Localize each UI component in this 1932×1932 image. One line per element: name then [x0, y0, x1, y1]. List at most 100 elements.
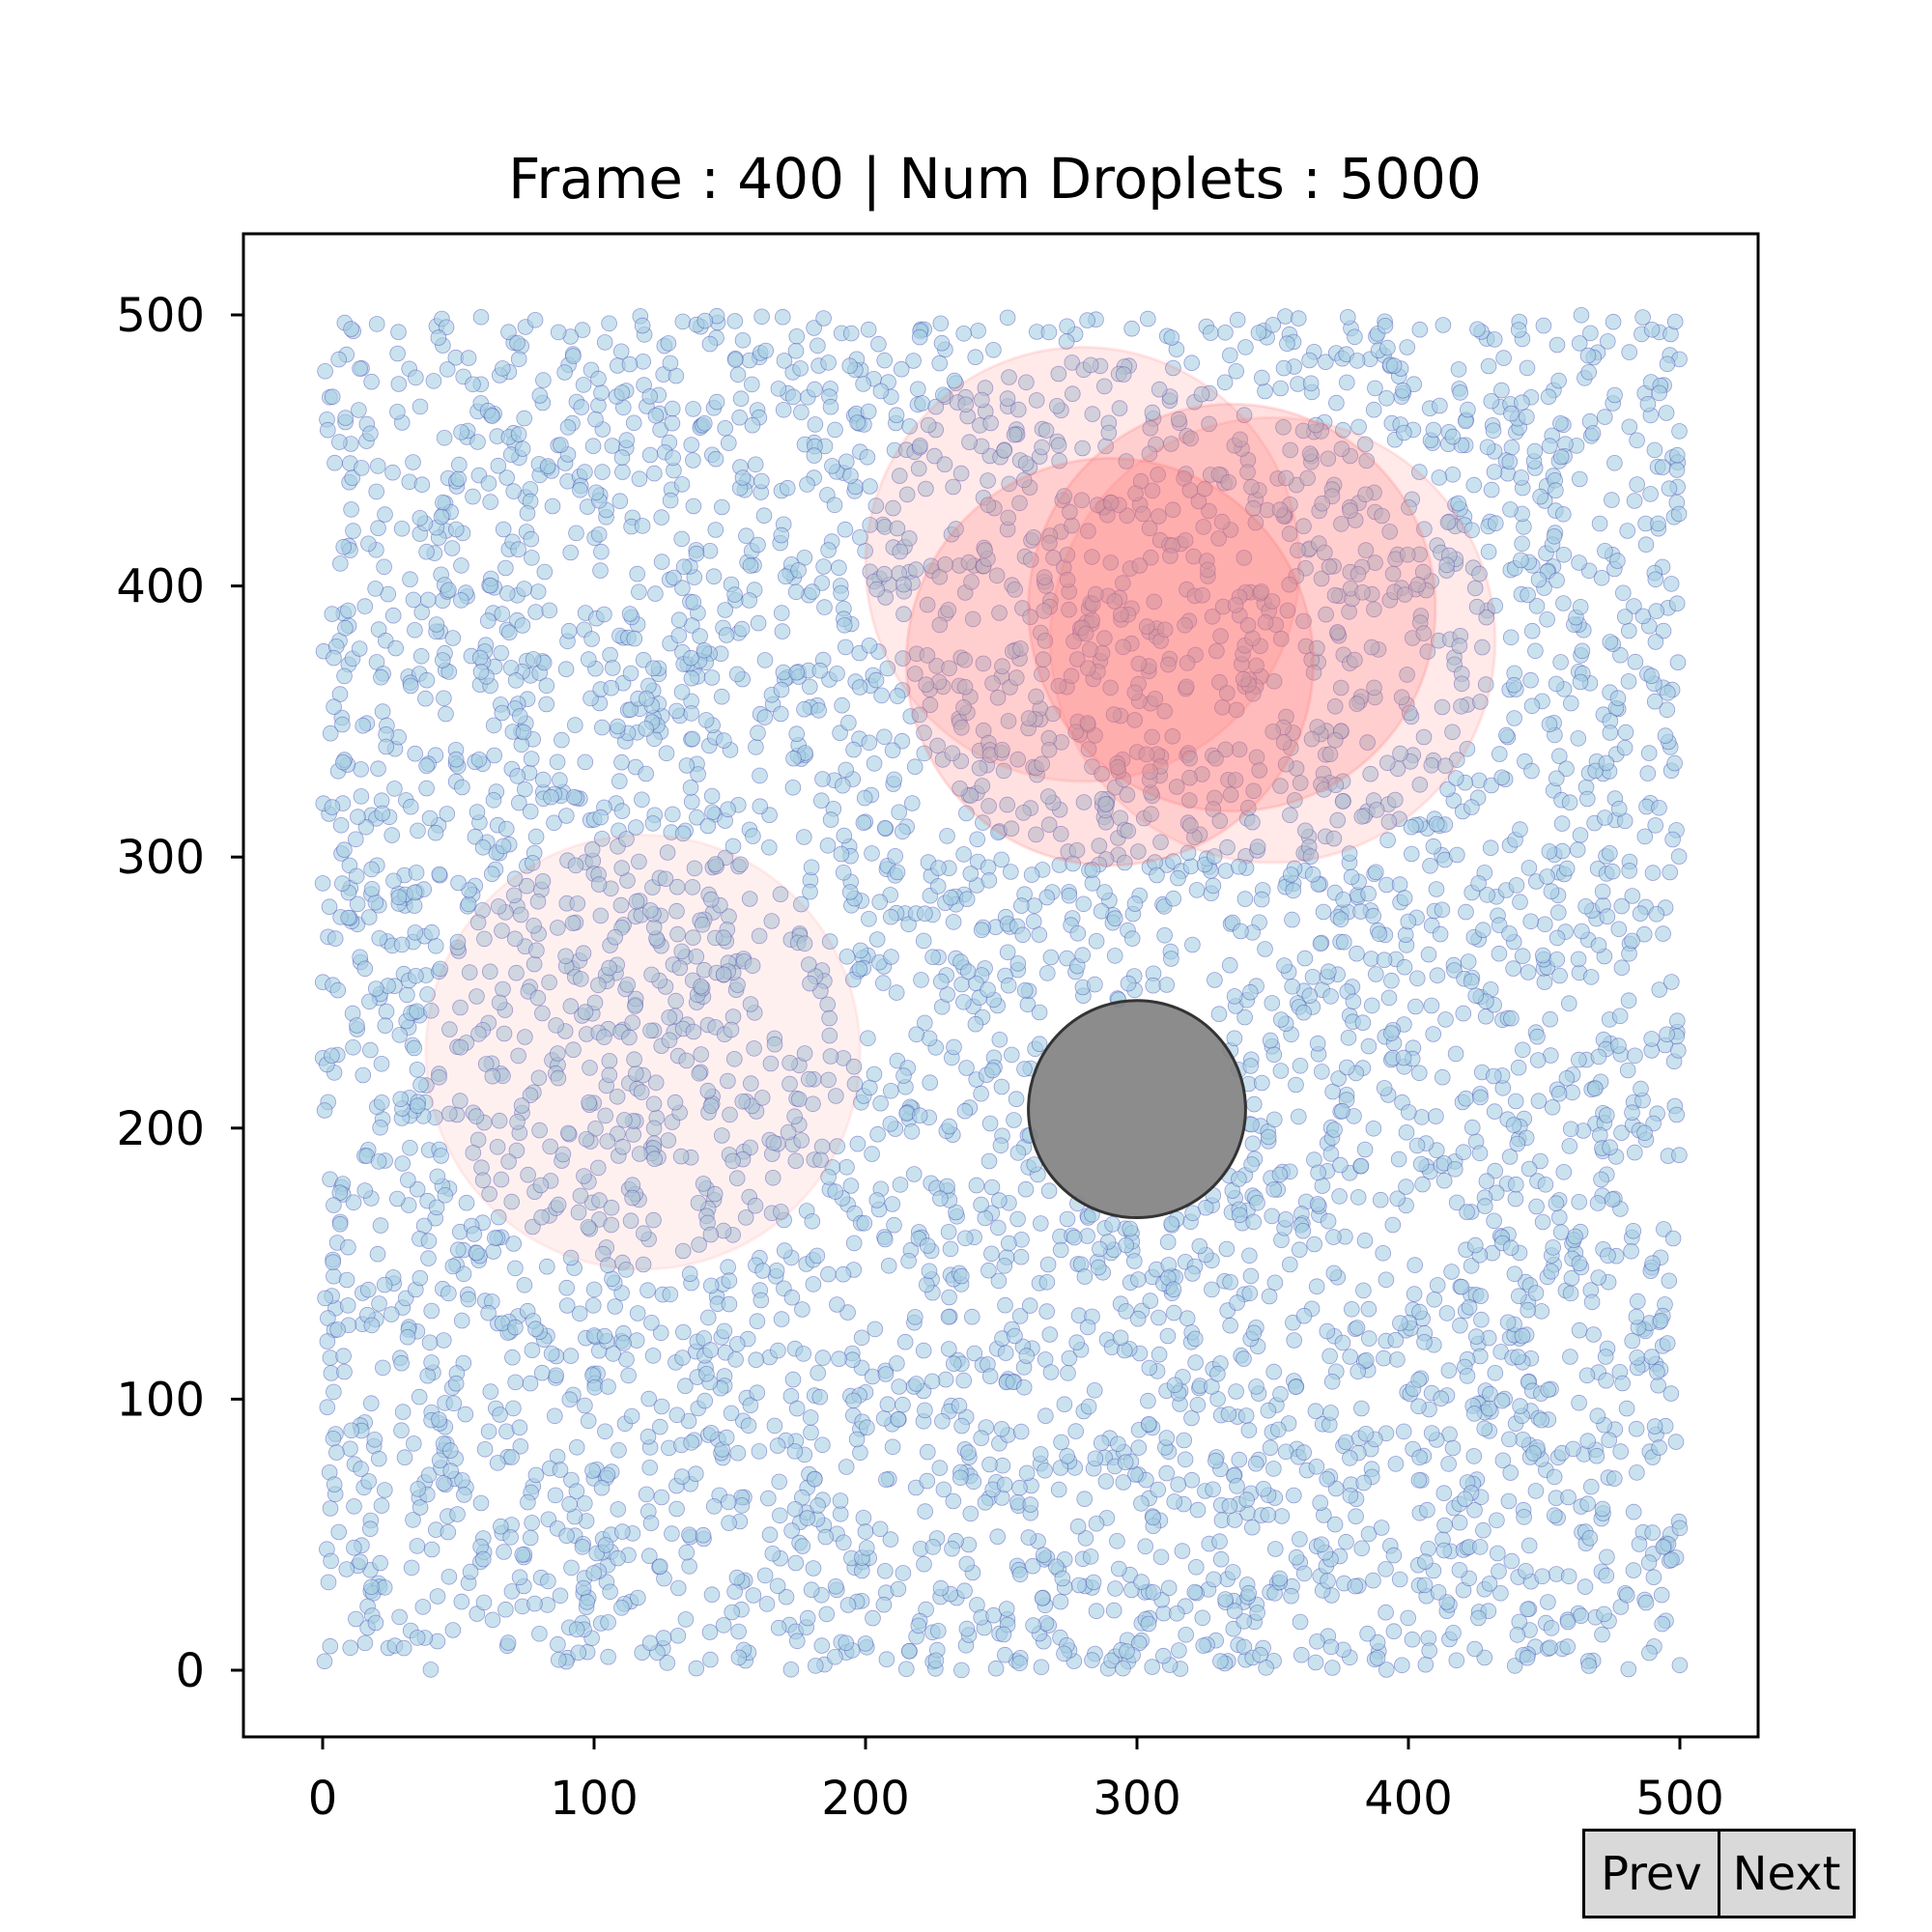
- droplet: [408, 369, 424, 386]
- droplet: [1529, 1028, 1546, 1045]
- droplet: [888, 407, 905, 424]
- droplet: [851, 679, 868, 696]
- droplet: [835, 1265, 852, 1283]
- droplet: [1591, 515, 1608, 532]
- droplet: [1583, 1293, 1601, 1311]
- droplet: [1593, 569, 1610, 586]
- droplet: [1459, 1368, 1476, 1384]
- droplet: [876, 352, 893, 369]
- droplet: [919, 1472, 936, 1490]
- droplet: [783, 1289, 801, 1306]
- droplet: [1661, 1272, 1678, 1290]
- droplet: [471, 649, 489, 667]
- droplet: [858, 1540, 875, 1556]
- droplet: [1383, 1025, 1400, 1041]
- droplet: [1188, 882, 1206, 898]
- droplet: [1668, 595, 1686, 611]
- droplet: [1158, 1464, 1175, 1482]
- droplet: [1042, 1364, 1060, 1380]
- droplet: [1610, 921, 1628, 938]
- droplet: [493, 644, 510, 662]
- droplet: [604, 1270, 620, 1288]
- droplet: [851, 960, 868, 978]
- droplet: [1391, 1571, 1408, 1588]
- next-button[interactable]: Next: [1718, 1829, 1856, 1918]
- droplet: [1621, 418, 1638, 436]
- droplet: [1301, 987, 1319, 1005]
- droplet: [876, 819, 894, 837]
- droplet: [547, 1487, 564, 1504]
- droplet: [1097, 1473, 1115, 1490]
- droplet: [1419, 1501, 1435, 1519]
- droplet: [1249, 1605, 1265, 1621]
- droplet: [500, 624, 518, 640]
- droplet: [1627, 1047, 1643, 1065]
- droplet: [682, 649, 699, 667]
- droplet: [662, 492, 679, 509]
- droplet: [1620, 673, 1637, 690]
- droplet: [1365, 401, 1382, 418]
- droplet: [494, 360, 511, 377]
- droplet: [505, 483, 522, 499]
- droplet: [1368, 864, 1384, 881]
- droplet: [1084, 875, 1101, 892]
- droplet: [444, 1258, 462, 1275]
- droplet: [1455, 1144, 1472, 1160]
- droplet: [810, 337, 826, 355]
- droplet: [1578, 1367, 1596, 1384]
- droplet: [1359, 1625, 1376, 1642]
- droplet: [908, 1376, 924, 1392]
- droplet: [480, 1304, 497, 1321]
- droplet: [1156, 926, 1173, 944]
- droplet: [1141, 1359, 1158, 1377]
- droplet: [376, 1276, 393, 1293]
- droplet: [1458, 1090, 1474, 1107]
- droplet: [1103, 1652, 1120, 1669]
- droplet: [327, 454, 343, 471]
- droplet: [1163, 436, 1179, 452]
- prev-button[interactable]: Prev: [1582, 1829, 1720, 1918]
- droplet: [422, 1662, 440, 1678]
- droplet: [910, 1617, 927, 1634]
- droplet: [720, 1493, 737, 1511]
- droplet: [1514, 1327, 1531, 1345]
- droplet: [363, 1578, 380, 1596]
- droplet: [1326, 1516, 1344, 1533]
- droplet: [993, 851, 1009, 868]
- droplet: [983, 1245, 1000, 1263]
- droplet: [1491, 945, 1508, 962]
- droplet: [440, 582, 457, 598]
- droplet: [1505, 1117, 1522, 1133]
- droplet: [582, 690, 599, 707]
- droplet: [418, 780, 435, 797]
- droplet: [345, 523, 361, 539]
- droplet: [1501, 925, 1518, 942]
- droplet: [664, 806, 681, 823]
- droplet: [669, 925, 686, 943]
- droplet: [1600, 333, 1616, 350]
- droplet: [1024, 1557, 1041, 1575]
- droplet: [945, 1355, 962, 1372]
- droplet: [611, 1442, 627, 1459]
- droplet: [794, 1538, 811, 1554]
- droplet: [1457, 1491, 1473, 1507]
- droplet: [1295, 1565, 1313, 1582]
- droplet: [1355, 1282, 1372, 1299]
- droplet: [757, 342, 774, 359]
- droplet: [647, 585, 664, 602]
- droplet: [996, 1258, 1013, 1274]
- droplet: [435, 494, 451, 511]
- droplet: [1163, 1215, 1179, 1233]
- droplet: [774, 308, 791, 326]
- droplet: [1669, 446, 1686, 464]
- droplet: [895, 1067, 912, 1084]
- droplet: [592, 809, 609, 826]
- droplet: [1295, 1004, 1312, 1021]
- droplet: [915, 1342, 932, 1359]
- droplet: [359, 1281, 377, 1298]
- droplet: [1068, 1334, 1085, 1350]
- droplet: [1052, 1241, 1069, 1259]
- droplet: [889, 688, 906, 704]
- droplet: [1022, 1496, 1039, 1513]
- droplet: [821, 1027, 838, 1044]
